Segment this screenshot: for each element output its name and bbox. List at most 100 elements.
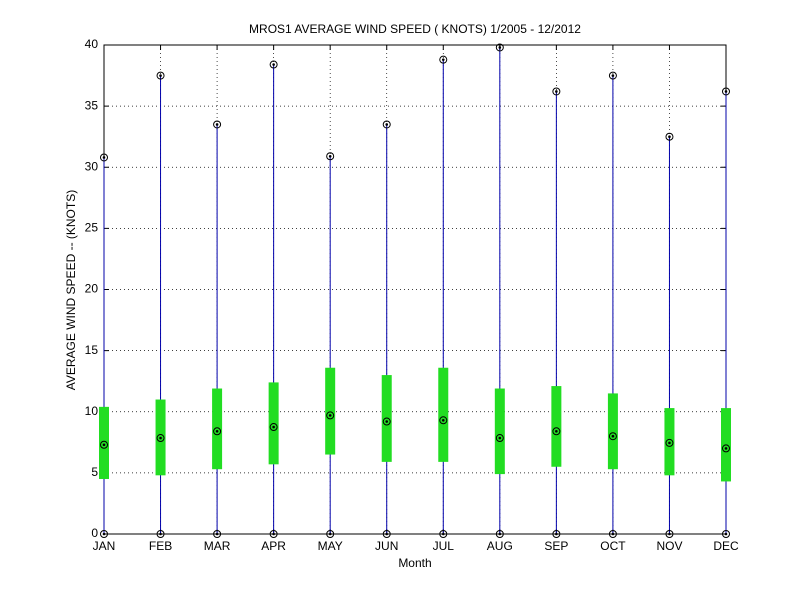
marker-dot: [328, 154, 332, 158]
marker-dot: [102, 156, 106, 159]
x-tick-label: DEC: [713, 539, 739, 553]
marker: [269, 60, 278, 69]
x-tick-label: MAR: [204, 539, 231, 553]
marker-dot: [215, 430, 219, 433]
marker: [213, 120, 222, 129]
marker: [382, 417, 391, 426]
marker-dot: [328, 532, 332, 536]
marker-dot: [724, 447, 728, 450]
y-tick-label: 25: [85, 221, 99, 235]
marker-dot: [385, 420, 389, 423]
marker-dot: [724, 532, 728, 536]
x-tick-label: SEP: [544, 539, 568, 553]
marker: [100, 440, 108, 449]
marker: [722, 444, 730, 453]
marker-dot: [498, 46, 502, 49]
marker-dot: [102, 443, 106, 447]
marker-dot: [215, 532, 219, 536]
box: [438, 367, 449, 462]
chart-title: MROS1 AVERAGE WIND SPEED ( KNOTS) 1/2005…: [249, 22, 581, 36]
x-tick-label: FEB: [149, 539, 172, 553]
y-tick-label: 40: [85, 37, 99, 51]
x-tick-label: MAY: [318, 539, 343, 553]
y-tick-label: 35: [85, 98, 99, 112]
marker: [213, 427, 222, 436]
marker-dot: [385, 532, 389, 536]
marker: [326, 530, 335, 538]
marker-dot: [611, 434, 615, 438]
marker: [326, 152, 335, 161]
box: [325, 367, 336, 455]
marker: [665, 438, 674, 447]
box: [212, 388, 223, 470]
marker: [722, 530, 730, 538]
marker-dot: [159, 74, 162, 77]
marker-dot: [668, 532, 671, 536]
box: [551, 386, 562, 467]
marker-dot: [498, 532, 502, 536]
box: [607, 393, 618, 470]
marker-dot: [385, 123, 389, 126]
marker: [495, 434, 504, 443]
marker: [100, 153, 108, 162]
marker-dot: [441, 532, 445, 536]
x-tick-label: NOV: [656, 539, 682, 553]
marker: [495, 530, 504, 538]
marker: [722, 87, 730, 96]
marker: [439, 530, 448, 538]
x-tick-label: JAN: [93, 539, 116, 553]
y-tick-label: 0: [91, 526, 98, 540]
y-tick-label: 10: [85, 404, 99, 418]
marker: [552, 427, 561, 436]
marker-dot: [272, 63, 275, 66]
marker: [608, 432, 617, 441]
marker-dot: [724, 90, 728, 93]
marker-dot: [668, 135, 671, 138]
marker: [608, 71, 617, 80]
marker-dot: [441, 419, 445, 422]
marker: [156, 434, 165, 443]
marker: [156, 530, 165, 538]
marker: [552, 87, 561, 96]
x-tick-label: JUN: [375, 539, 398, 553]
marker-dot: [328, 414, 332, 417]
marker-dot: [272, 532, 275, 536]
marker: [326, 411, 335, 420]
marker: [439, 416, 448, 425]
marker: [382, 530, 391, 538]
x-tick-label: APR: [261, 539, 286, 553]
marker: [495, 43, 504, 52]
marker-dot: [441, 58, 445, 61]
y-axis-label: AVERAGE WIND SPEED -- (KNOTS): [64, 190, 78, 390]
marker-dot: [668, 441, 671, 445]
marker: [665, 132, 674, 141]
marker: [213, 530, 222, 538]
marker-dot: [555, 532, 558, 536]
marker: [665, 530, 674, 538]
x-tick-label: OCT: [600, 539, 626, 553]
y-tick-label: 5: [91, 465, 98, 479]
marker-dot: [102, 532, 106, 536]
marker: [552, 530, 561, 538]
box: [494, 388, 505, 475]
marker-dot: [555, 90, 558, 93]
y-tick-label: 20: [85, 282, 99, 296]
marker: [269, 423, 278, 432]
marker-dot: [159, 532, 162, 536]
marker-dot: [498, 436, 502, 440]
marker-dot: [159, 436, 162, 440]
marker-dot: [611, 74, 615, 77]
x-tick-label: AUG: [487, 539, 513, 553]
marker: [269, 530, 278, 538]
marker-dot: [272, 425, 275, 429]
box: [99, 406, 109, 479]
marker: [608, 530, 617, 538]
marker: [100, 530, 108, 538]
marker-dot: [215, 123, 219, 126]
y-tick-label: 15: [85, 343, 99, 357]
y-tick-label: 30: [85, 159, 99, 173]
marker: [439, 55, 448, 64]
marker: [156, 71, 165, 80]
